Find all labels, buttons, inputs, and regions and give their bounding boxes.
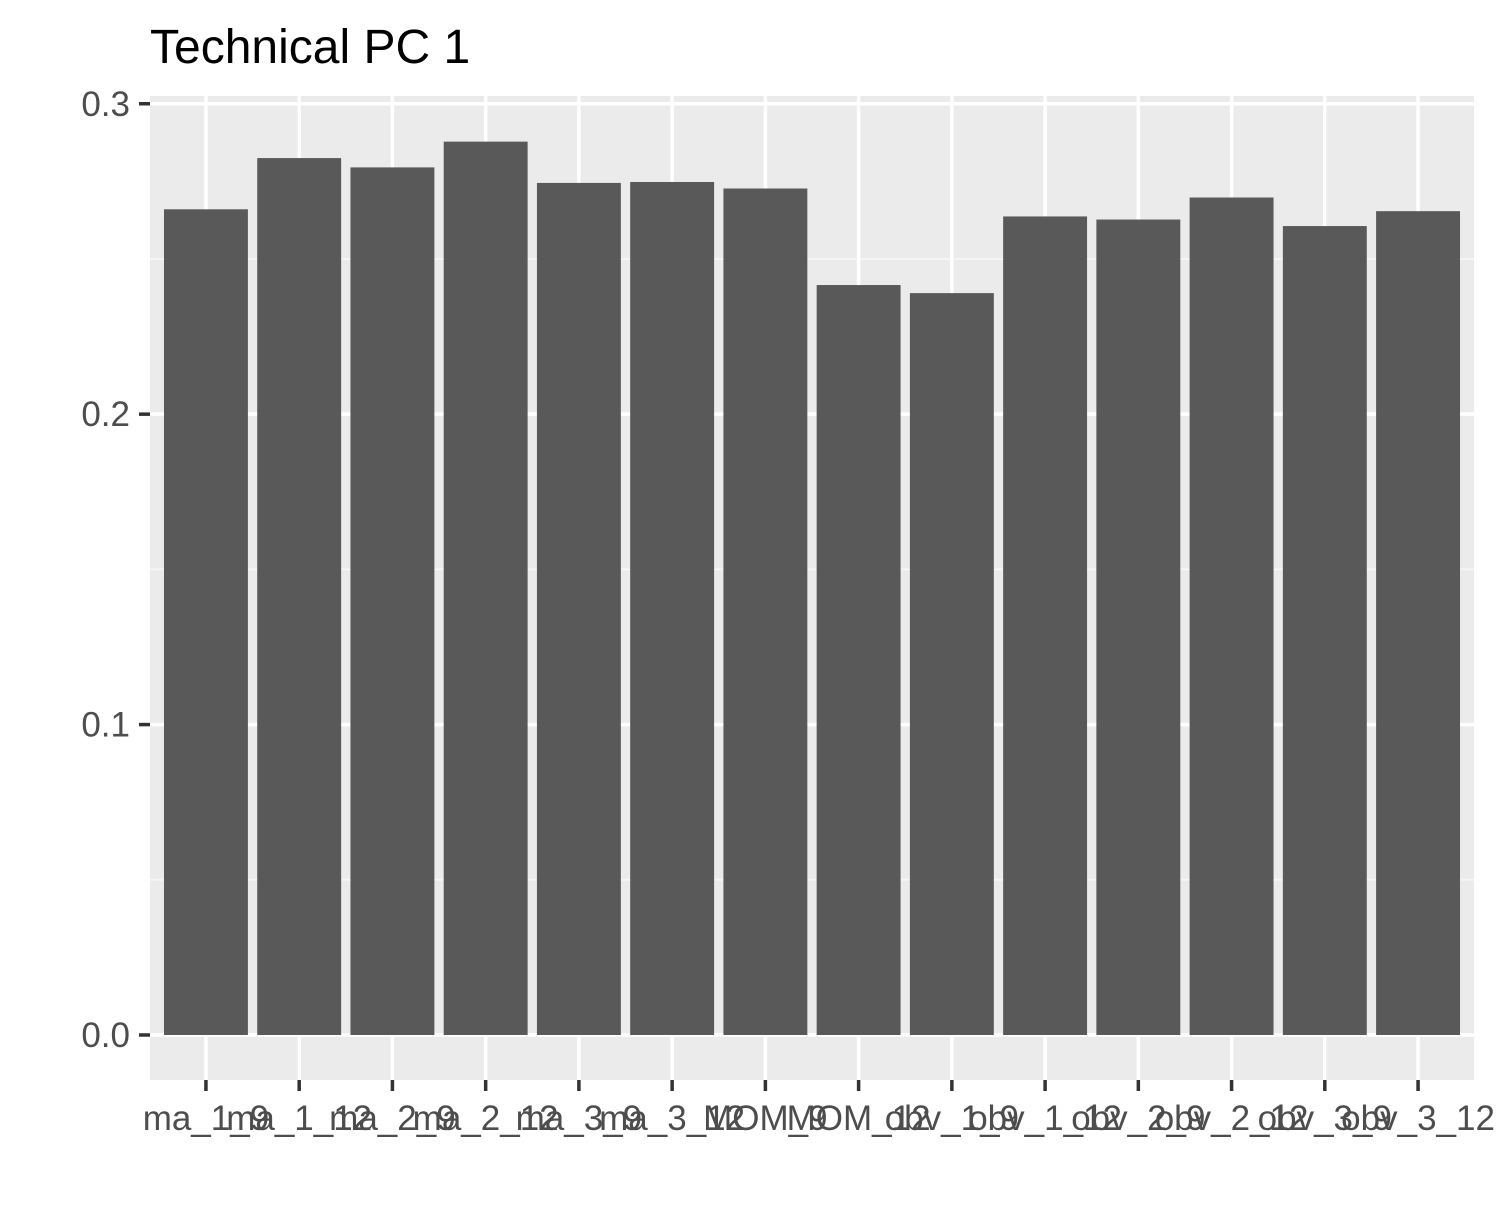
- y-axis: 0.0 0.1 0.2 0.3: [81, 85, 150, 1055]
- bar-ma_1_12: [257, 158, 342, 1035]
- bar-obv_3_9: [1282, 226, 1367, 1035]
- y-tick-label: 0.0: [81, 1016, 130, 1055]
- x-tick-label: ma_1_12: [226, 1099, 372, 1138]
- x-tick-label: ma_2_9: [329, 1099, 455, 1138]
- bar-obv_2_9: [1096, 219, 1181, 1035]
- x-axis: ma_1_9ma_1_12ma_2_9ma_2_12ma_3_9ma_3_12M…: [143, 1080, 1495, 1138]
- bar-ma_3_9: [536, 182, 621, 1035]
- bar-ma_3_12: [630, 181, 715, 1035]
- x-tick-label: ma_1_9: [143, 1099, 269, 1138]
- x-tick-label: ma_2_12: [413, 1099, 559, 1138]
- x-tick-label: ma_3_12: [599, 1099, 745, 1138]
- x-tick-label: MOM_12: [787, 1099, 931, 1138]
- x-tick-label: obv_3_9: [1258, 1099, 1392, 1138]
- x-tick-label: obv_1_9: [885, 1099, 1019, 1138]
- x-tick-label: obv_3_12: [1341, 1099, 1495, 1138]
- chart-title: Technical PC 1: [150, 21, 470, 74]
- bars: [163, 141, 1461, 1035]
- plot-panel: [150, 96, 1474, 1080]
- x-tick-label: obv_1_12: [968, 1099, 1122, 1138]
- bar-ma_2_9: [350, 167, 435, 1035]
- bar-obv_1_12: [1003, 216, 1088, 1035]
- x-tick-label: obv_2_12: [1155, 1099, 1309, 1138]
- bar-obv_3_12: [1376, 211, 1461, 1035]
- bar-MOM_9: [723, 188, 808, 1035]
- x-tick-label: ma_3_9: [516, 1099, 642, 1138]
- y-tick-label: 0.3: [81, 85, 130, 124]
- bar-MOM_12: [816, 285, 901, 1035]
- bar-ma_1_9: [163, 209, 248, 1035]
- bar-obv_1_9: [909, 293, 994, 1035]
- y-tick-label: 0.2: [81, 395, 130, 434]
- x-tick-label: MOM_9: [703, 1099, 827, 1138]
- bar-ma_2_12: [443, 141, 528, 1035]
- x-tick-label: obv_2_9: [1071, 1099, 1205, 1138]
- y-tick-label: 0.1: [81, 706, 130, 745]
- bar-obv_2_12: [1189, 197, 1274, 1035]
